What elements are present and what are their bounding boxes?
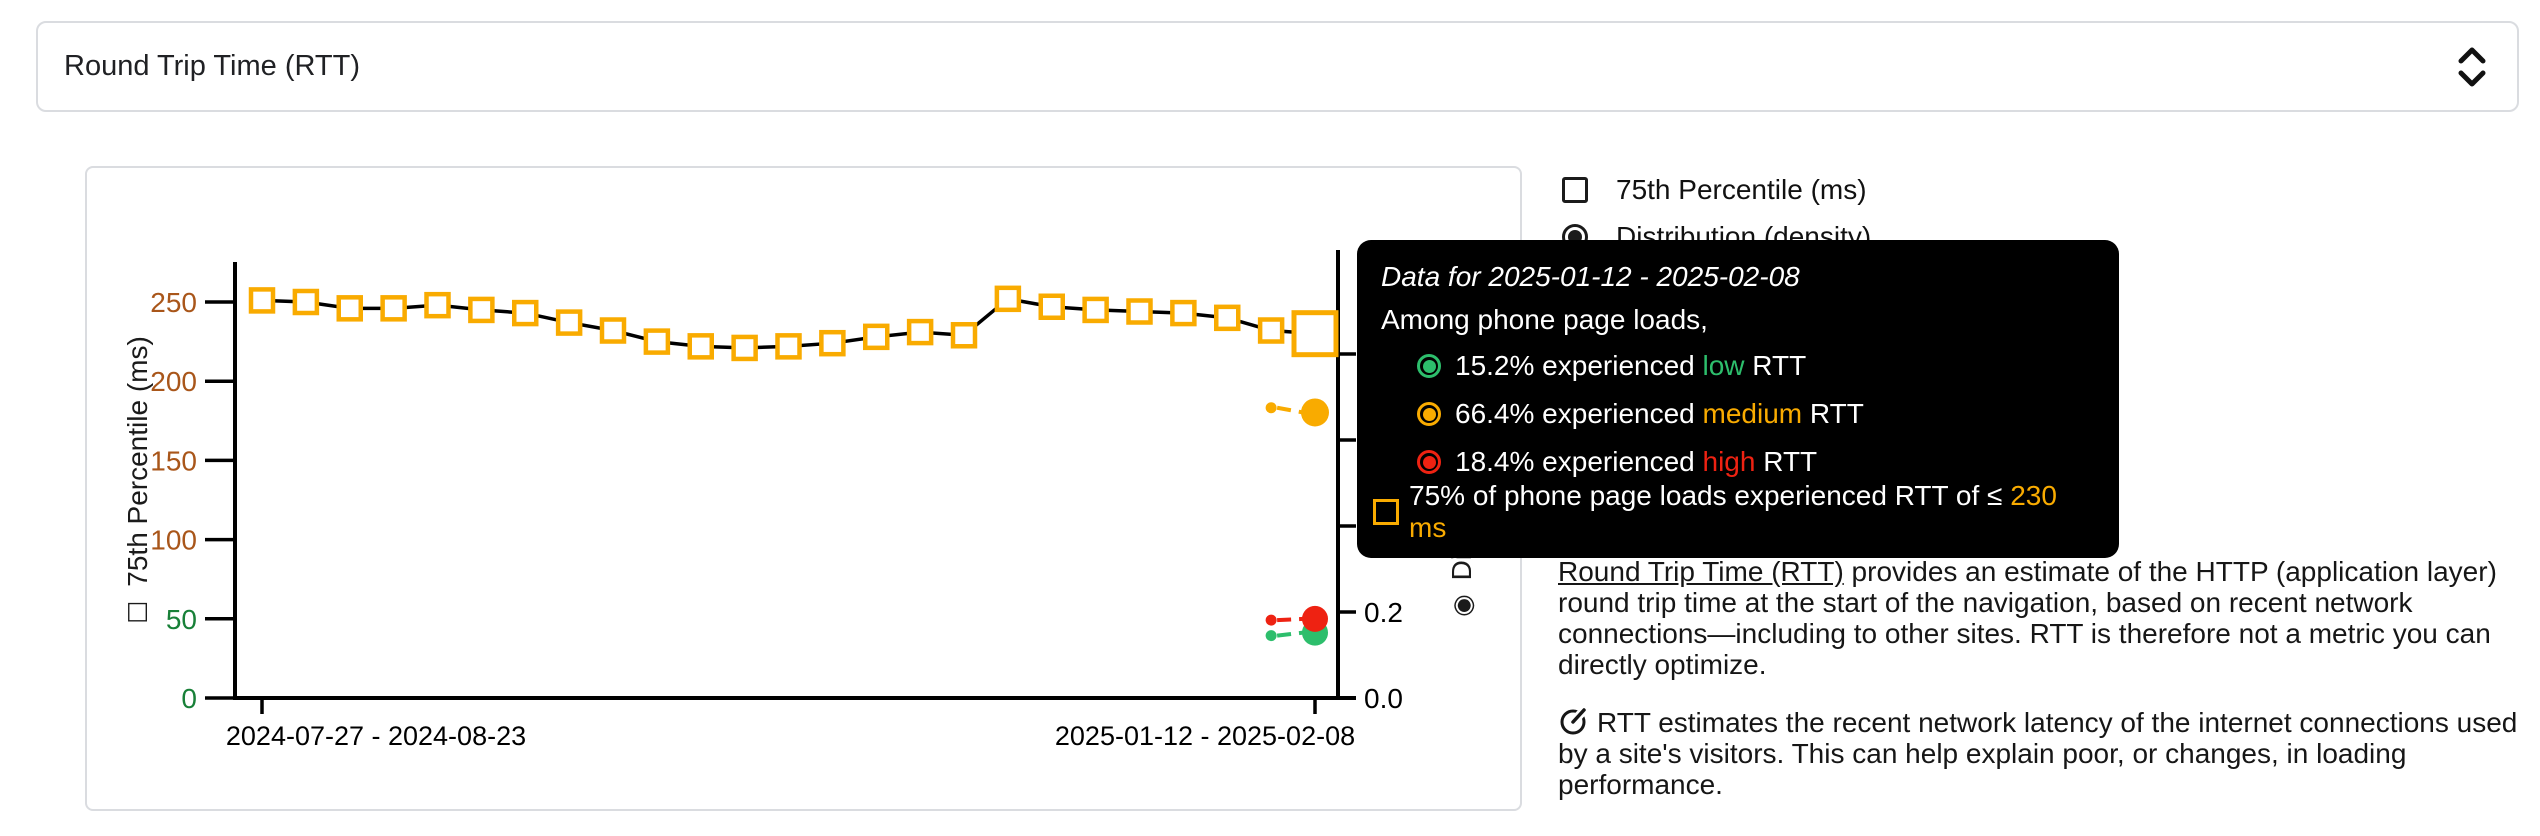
description-paragraph-2: RTT estimates the recent network latency… xyxy=(1558,705,2518,800)
speedometer-icon xyxy=(1560,705,1589,735)
chart-tooltip: Data for 2025-01-12 - 2025-02-08 Among p… xyxy=(1357,240,2119,558)
legend-item-p75[interactable]: 75th Percentile (ms) xyxy=(1556,166,2116,213)
y-axis-title-left: ☐ 75th Percentile (ms) xyxy=(122,336,153,624)
unchecked-box-glyph: ☐ xyxy=(123,594,153,624)
metric-description: Round Trip Time (RTT) provides an estima… xyxy=(1558,556,2530,825)
open-square-marker-icon xyxy=(1373,499,1399,525)
tooltip-row-medium: 66.4% experienced medium RTT xyxy=(1371,390,2095,438)
tooltip-row-low: 15.2% experienced low RTT xyxy=(1371,342,2095,390)
tooltip-row-p75: 75% of phone page loads experienced RTT … xyxy=(1371,480,2095,543)
low-ring-icon xyxy=(1417,354,1441,378)
high-ring-icon xyxy=(1417,450,1441,474)
rtt-doc-link[interactable]: Round Trip Time (RTT) xyxy=(1558,556,1844,587)
metric-selector-dropdown[interactable]: Round Trip Time (RTT) xyxy=(36,21,2519,112)
tooltip-title: Data for 2025-01-12 - 2025-02-08 xyxy=(1381,261,1800,292)
rtt-chart-card xyxy=(85,166,1522,811)
description-paragraph-1: Round Trip Time (RTT) provides an estima… xyxy=(1558,556,2497,680)
unfold-chevrons-icon xyxy=(2458,47,2486,86)
radio-selected-glyph: ◉ xyxy=(1447,588,1477,617)
tooltip-subtitle: Among phone page loads, xyxy=(1381,304,1708,335)
metric-selector-value: Round Trip Time (RTT) xyxy=(64,50,360,82)
legend-label: 75th Percentile (ms) xyxy=(1616,173,1867,205)
tooltip-row-high: 18.4% experienced high RTT xyxy=(1371,438,2095,486)
medium-ring-icon xyxy=(1417,402,1441,426)
checkbox-unchecked-icon[interactable] xyxy=(1562,176,1588,203)
